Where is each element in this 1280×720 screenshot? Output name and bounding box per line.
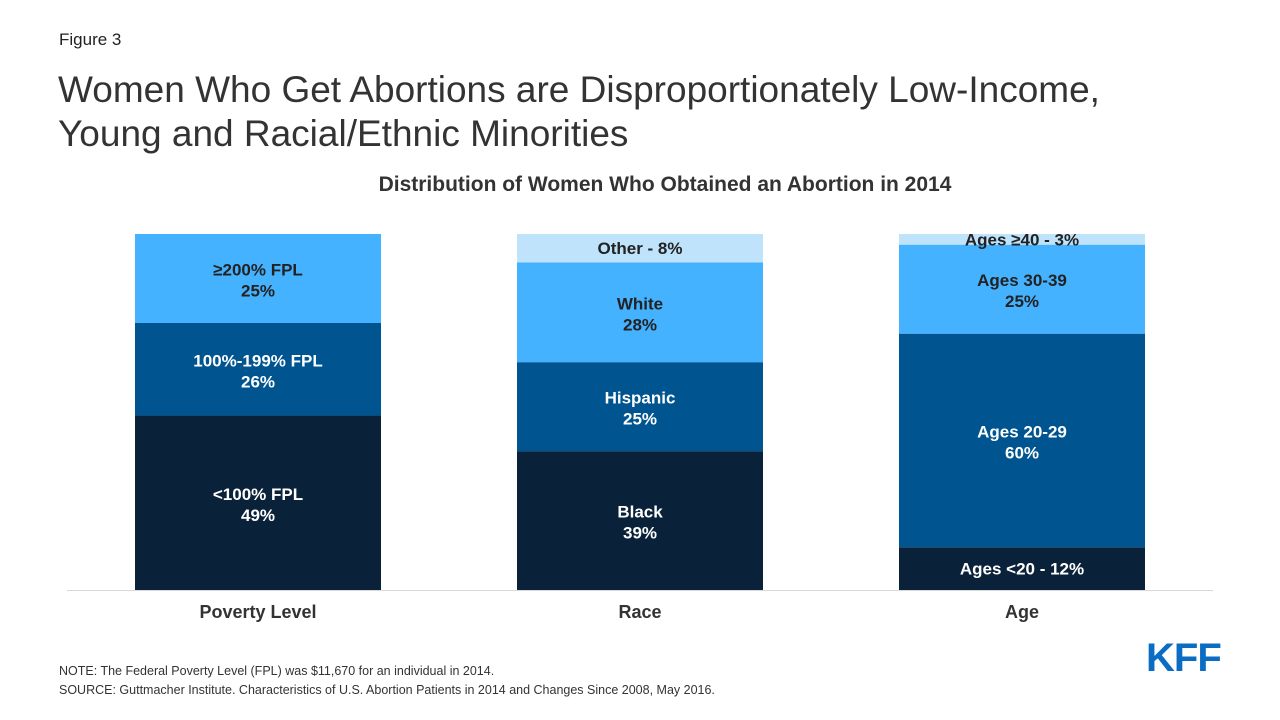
category-tick-label: Race: [618, 602, 661, 622]
bar-segment: [135, 415, 381, 590]
segment-value-label: 39%: [623, 524, 657, 543]
segment-label: 100%-199% FPL: [193, 351, 322, 370]
bar-segment: [517, 234, 763, 263]
bar-segment: [135, 323, 381, 416]
kff-logo: KFF: [1146, 636, 1222, 680]
segment-value-label: 49%: [241, 506, 275, 525]
segment-label: Hispanic: [605, 389, 676, 408]
category-tick-label: Age: [1005, 602, 1039, 622]
segment-label: Other - 8%: [597, 239, 682, 258]
segment-value-label: 25%: [241, 282, 275, 301]
segment-label: Black: [617, 503, 663, 522]
bar-segment: [517, 451, 763, 590]
segment-value-label: 25%: [623, 410, 657, 429]
segment-label: Ages 20-29: [977, 422, 1067, 441]
segment-label: Ages ≥40 - 3%: [965, 230, 1079, 249]
segment-label: <100% FPL: [213, 485, 303, 504]
bar-segment: [899, 333, 1145, 548]
segment-label: ≥200% FPL: [213, 261, 303, 280]
segment-value-label: 25%: [1005, 292, 1039, 311]
bar-segment: [517, 262, 763, 363]
stacked-bar-chart: <100% FPL 49% 100%-199% FPL 26% ≥200% FPL 25%…: [67, 230, 1213, 622]
footnote-source: SOURCE: Guttmacher Institute. Characteri…: [59, 683, 715, 697]
segment-label: Ages <20 - 12%: [960, 560, 1084, 579]
segment-value-label: 60%: [1005, 443, 1039, 462]
bar-segment: [899, 244, 1145, 334]
bar-segment: [135, 234, 381, 323]
footnote-note: NOTE: The Federal Poverty Level (FPL) wa…: [59, 664, 495, 678]
segment-label: White: [617, 294, 663, 313]
page-title: Women Who Get Abortions are Disproportio…: [58, 69, 1100, 154]
chart-title: Distribution of Women Who Obtained an Ab…: [378, 173, 952, 196]
segment-value-label: 26%: [241, 372, 275, 391]
bar-segment: [899, 547, 1145, 590]
category-tick-label: Poverty Level: [199, 602, 316, 622]
bar-segment: [899, 234, 1145, 245]
figure-label: Figure 3: [59, 30, 122, 49]
segment-value-label: 28%: [623, 315, 657, 334]
segment-label: Ages 30-39: [977, 271, 1067, 290]
bar-segment: [517, 362, 763, 452]
